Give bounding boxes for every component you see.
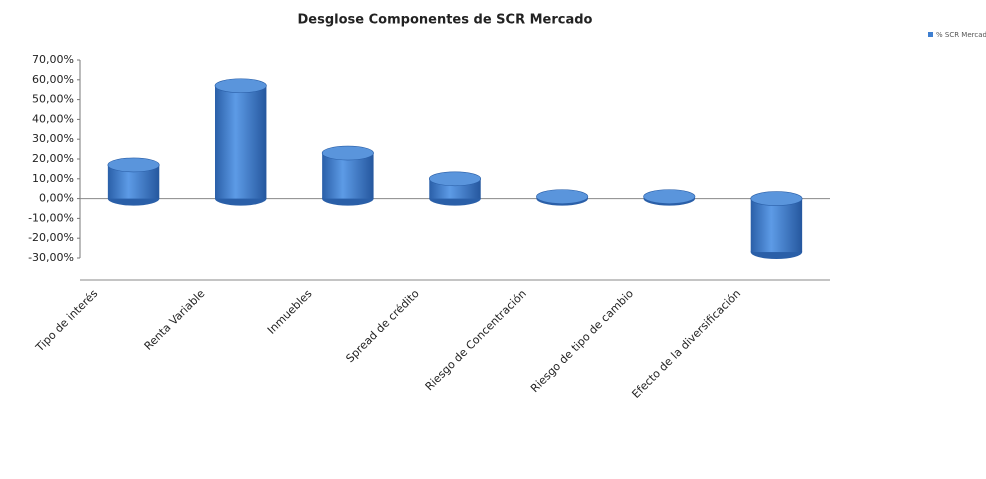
y-tick-label: 40,00% (32, 112, 74, 125)
cylinder-top (536, 189, 589, 204)
legend-label: % SCR Mercado (936, 31, 986, 39)
y-tick-label: 10,00% (32, 172, 74, 185)
y-tick-label: -30,00% (28, 251, 74, 264)
y-tick-label: -20,00% (28, 231, 74, 244)
y-tick-label: 20,00% (32, 152, 74, 165)
bar (750, 198, 803, 253)
cylinder-top (321, 145, 374, 161)
y-tick-label: 60,00% (32, 73, 74, 86)
x-tick-label: Riesgo de Concentración (423, 287, 529, 393)
x-tick-label: Renta Variable (142, 287, 208, 353)
y-tick-label: 0,00% (39, 192, 74, 205)
chart-title: Desglose Componentes de SCR Mercado (298, 13, 593, 28)
cylinder-top (214, 78, 267, 94)
x-tick-label: Spread de crédito (343, 287, 421, 365)
x-tick-label: Riesgo de tipo de cambio (528, 287, 636, 395)
y-tick-label: 50,00% (32, 93, 74, 106)
x-tick-label: Efecto de la diversificación (629, 287, 743, 401)
x-tick-label: Tipo de interés (33, 287, 101, 355)
bar (215, 85, 267, 199)
bar (322, 153, 374, 199)
y-tick-label: -10,00% (28, 211, 74, 224)
cylinder-top (428, 171, 482, 187)
y-tick-label: 30,00% (32, 132, 74, 145)
cylinder-top (107, 157, 160, 173)
x-tick-label: Inmuebles (265, 287, 315, 337)
cylinder-top (643, 189, 696, 204)
y-tick-label: 70,00% (32, 53, 74, 66)
legend-swatch (928, 32, 933, 37)
cylinder-top (750, 191, 803, 206)
